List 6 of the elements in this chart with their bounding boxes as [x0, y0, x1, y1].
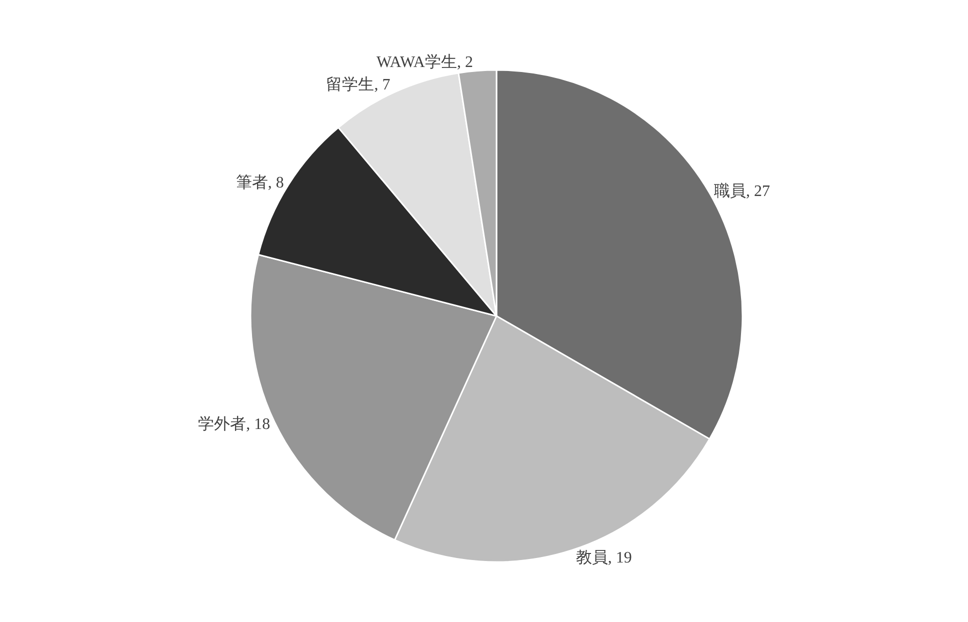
slice-label: 職員, 27 — [714, 182, 770, 200]
slice-label: 学外者, 18 — [198, 414, 270, 433]
slice-label: WAWA学生, 2 — [376, 52, 473, 71]
slice-label: 筆者, 8 — [236, 173, 284, 192]
slice-label: 留学生, 7 — [326, 76, 390, 94]
slice-label: 教員, 19 — [576, 549, 632, 566]
